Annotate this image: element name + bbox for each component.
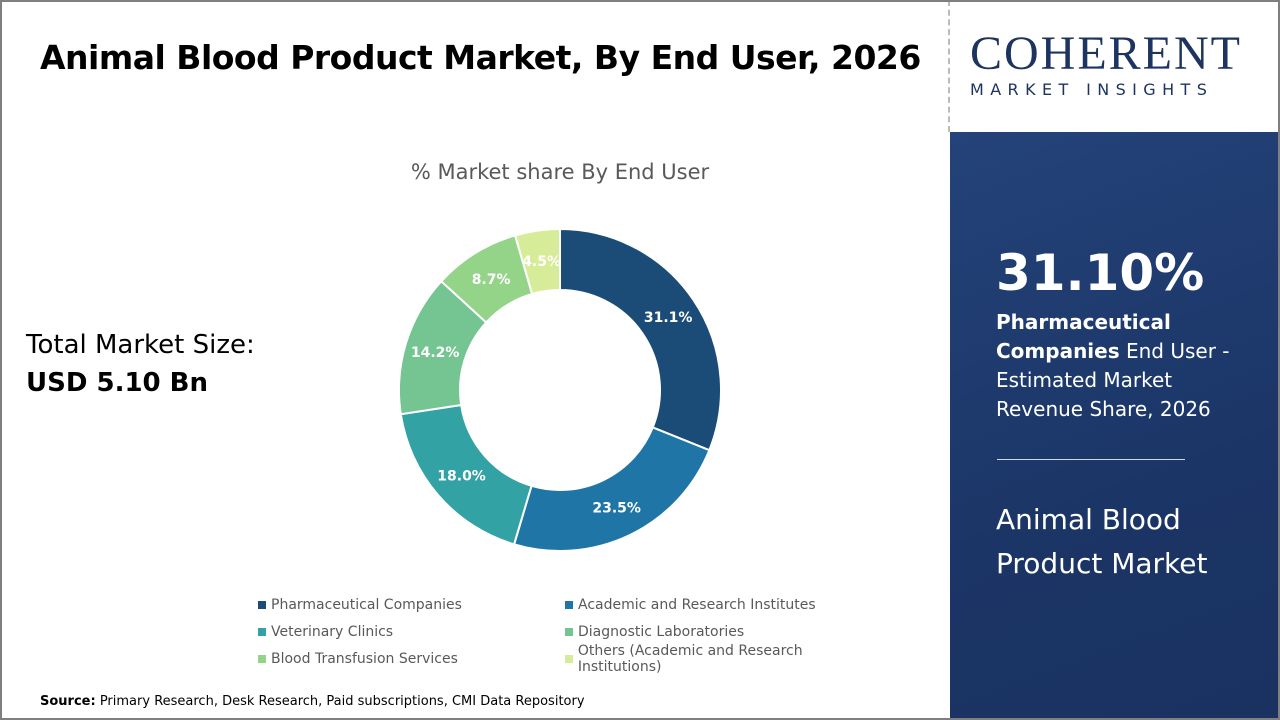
total-market-size: Total Market Size: USD 5.10 Bn xyxy=(26,326,255,402)
legend-label: Blood Transfusion Services xyxy=(271,650,458,667)
data-label: 23.5% xyxy=(592,501,641,517)
donut-chart: 31.1% 23.5% 18.0% 14.2% 8.7% 4.5% xyxy=(398,227,722,552)
donut-slice xyxy=(513,227,561,296)
legend-item: Diagnostic Laboratories xyxy=(565,623,885,640)
data-label: 18.0% xyxy=(437,469,486,485)
legend-swatch xyxy=(258,627,266,636)
data-label: 31.1% xyxy=(644,310,693,326)
donut-slice xyxy=(512,426,711,552)
legend-swatch xyxy=(258,654,266,663)
data-label: 8.7% xyxy=(472,272,511,288)
highlight-panel: 31.10% Pharmaceutical Companies End User… xyxy=(950,132,1280,720)
data-label: 14.2% xyxy=(411,345,460,361)
total-label: Total Market Size: xyxy=(26,330,255,360)
chart-legend: Pharmaceutical Companies Academic and Res… xyxy=(258,596,898,675)
legend-swatch xyxy=(565,600,573,609)
total-value: USD 5.10 Bn xyxy=(26,368,208,398)
legend-item: Others (Academic and Research Institutio… xyxy=(565,643,885,675)
source-label: Source: xyxy=(40,694,96,709)
market-name: Animal Blood Product Market xyxy=(996,503,1208,580)
legend-swatch xyxy=(565,654,573,663)
legend-label: Veterinary Clinics xyxy=(271,623,394,640)
data-label: 4.5% xyxy=(522,254,561,270)
legend-label: Others (Academic and Research Institutio… xyxy=(577,642,803,675)
panel-divider xyxy=(997,459,1185,460)
legend-label: Diagnostic Laboratories xyxy=(578,623,745,640)
legend-item: Blood Transfusion Services xyxy=(258,650,565,667)
highlight-description: Pharmaceutical Companies End User - Esti… xyxy=(996,308,1256,424)
source-text: Primary Research, Desk Research, Paid su… xyxy=(95,694,585,709)
legend-item: Academic and Research Institutes xyxy=(565,596,885,613)
legend-item: Pharmaceutical Companies xyxy=(258,596,565,613)
legend-label: Pharmaceutical Companies xyxy=(271,596,462,613)
legend-item: Veterinary Clinics xyxy=(258,623,565,640)
legend-swatch xyxy=(565,627,573,636)
logo-text-top: COHERENT xyxy=(970,27,1242,80)
donut-slice xyxy=(559,227,722,452)
company-logo: COHERENT MARKET INSIGHTS xyxy=(970,27,1260,100)
divider xyxy=(948,0,950,132)
legend-label: Academic and Research Institutes xyxy=(578,596,816,613)
highlight-text: End User - Estimated Market Revenue Shar… xyxy=(996,339,1230,421)
source-note: Source: Primary Research, Desk Research,… xyxy=(40,694,585,709)
page-title: Animal Blood Product Market, By End User… xyxy=(40,38,921,77)
legend-swatch xyxy=(258,600,266,609)
chart-title: % Market share By End User xyxy=(410,160,710,184)
logo-text-bottom: MARKET INSIGHTS xyxy=(970,80,1214,99)
highlight-segment: Pharmaceutical Companies xyxy=(996,310,1171,363)
highlight-percent: 31.10% xyxy=(996,244,1205,302)
